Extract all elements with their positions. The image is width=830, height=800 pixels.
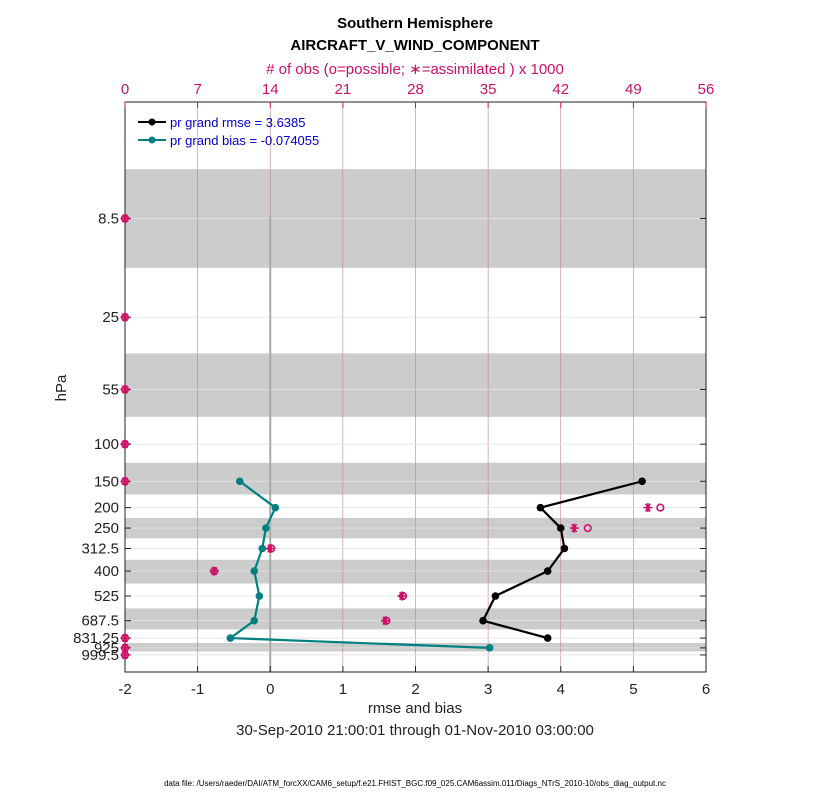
y-tick-label: 150 (94, 473, 119, 490)
y-tick-label: 100 (94, 436, 119, 453)
grid-lines (125, 102, 706, 672)
y-tick-label: 55 (102, 381, 119, 398)
top-tick-label: 42 (552, 81, 569, 98)
obs-possible-marker (656, 503, 665, 512)
rmse-point (560, 544, 569, 553)
y-tick-label: 312.5 (81, 540, 119, 557)
bias-point (255, 592, 264, 600)
axis-ticks: -2 -1 0 1 2 3 4 5 60 7 14 21 28 35 42 49 568.52555100150… (73, 81, 714, 698)
obs-assimilated-marker (120, 650, 130, 660)
bias-point (226, 634, 235, 642)
y-tick-label: 200 (94, 500, 119, 517)
bias-point (485, 644, 494, 652)
top-tick-label: 21 (335, 81, 352, 98)
footnote: data file: /Users/raeder/DAI/ATM_forcXX/… (164, 779, 666, 788)
y-axis-label: hPa (53, 374, 70, 401)
top-tick-label: 0 (121, 81, 129, 98)
y-tick-label: 999.5 (81, 647, 119, 664)
obs-assimilated-marker (120, 439, 130, 449)
obs-assimilated-marker (120, 476, 130, 486)
date-range: 30-Sep-2010 21:00:01 through 01-Nov-2010… (236, 722, 594, 739)
x-axis-label: rmse and bias (368, 700, 462, 717)
rmse-point (491, 592, 500, 600)
obs-assimilated-marker (643, 503, 653, 513)
rmse-line (481, 480, 643, 640)
obs-assimilated-marker (120, 633, 130, 643)
y-tick-label: 25 (102, 309, 119, 326)
x-tick-label: 6 (702, 681, 710, 698)
y-tick-label: 925 (94, 640, 119, 657)
x-tick-label: 5 (629, 681, 637, 698)
obs-assimilated-marker (120, 312, 130, 322)
bias-point (258, 544, 267, 553)
top-tick-label: 7 (193, 81, 201, 98)
legend-bias-label: pr grand bias = -0.074055 (170, 133, 319, 148)
obs-count-markers (120, 213, 665, 660)
y-tick-label: 525 (94, 588, 119, 605)
top-axis-label: # of obs (o=possible; ∗=assimilated ) x … (266, 61, 564, 78)
legend: pr grand rmse = 3.6385 pr grand bias = -… (138, 115, 319, 148)
y-tick-label: 8.5 (98, 210, 119, 227)
y-tick-label: 400 (94, 563, 119, 580)
chart-title: Southern Hemisphere (337, 15, 493, 32)
x-tick-label: 3 (484, 681, 492, 698)
rmse-point (638, 477, 646, 486)
rmse-point (536, 503, 545, 512)
obs-assimilated-marker (380, 616, 390, 626)
series-layer (226, 477, 646, 652)
obs-assimilated-marker (209, 566, 219, 576)
bias-point (250, 567, 259, 575)
rmse-point (556, 524, 565, 532)
y-tick-label: 687.5 (81, 613, 119, 630)
legend-rmse-label: pr grand rmse = 3.6385 (170, 115, 306, 130)
x-tick-label: 2 (411, 681, 419, 698)
x-tick-label: 0 (266, 681, 274, 698)
obs-assimilated-marker (265, 543, 275, 553)
obs-assimilated-marker (569, 523, 579, 533)
top-tick-label: 14 (262, 81, 279, 98)
top-tick-label: 56 (698, 81, 715, 98)
obs-assimilated-marker (120, 213, 130, 223)
obs-assimilated-marker (397, 591, 407, 601)
rmse-point (479, 616, 487, 625)
obs-possible-marker (583, 523, 592, 533)
x-tick-label: -2 (118, 681, 131, 698)
top-tick-label: 28 (407, 81, 424, 98)
x-tick-label: -1 (191, 681, 204, 698)
bias-point (235, 477, 244, 486)
chart-subtitle: AIRCRAFT_V_WIND_COMPONENT (290, 37, 539, 54)
top-tick-label: 35 (480, 81, 497, 98)
x-tick-label: 4 (557, 681, 565, 698)
y-tick-label: 250 (94, 520, 119, 537)
bias-point (250, 616, 259, 625)
bias-point (271, 503, 280, 512)
x-tick-label: 1 (339, 681, 347, 698)
rmse-point (543, 634, 552, 642)
rmse-point (543, 567, 552, 575)
legend-bias-marker (148, 136, 156, 144)
y-tick-label: 831.25 (73, 630, 119, 647)
obs-assimilated-marker (120, 384, 130, 394)
top-tick-label: 49 (625, 81, 642, 98)
legend-rmse-marker (148, 118, 156, 126)
bias-point (262, 524, 270, 532)
